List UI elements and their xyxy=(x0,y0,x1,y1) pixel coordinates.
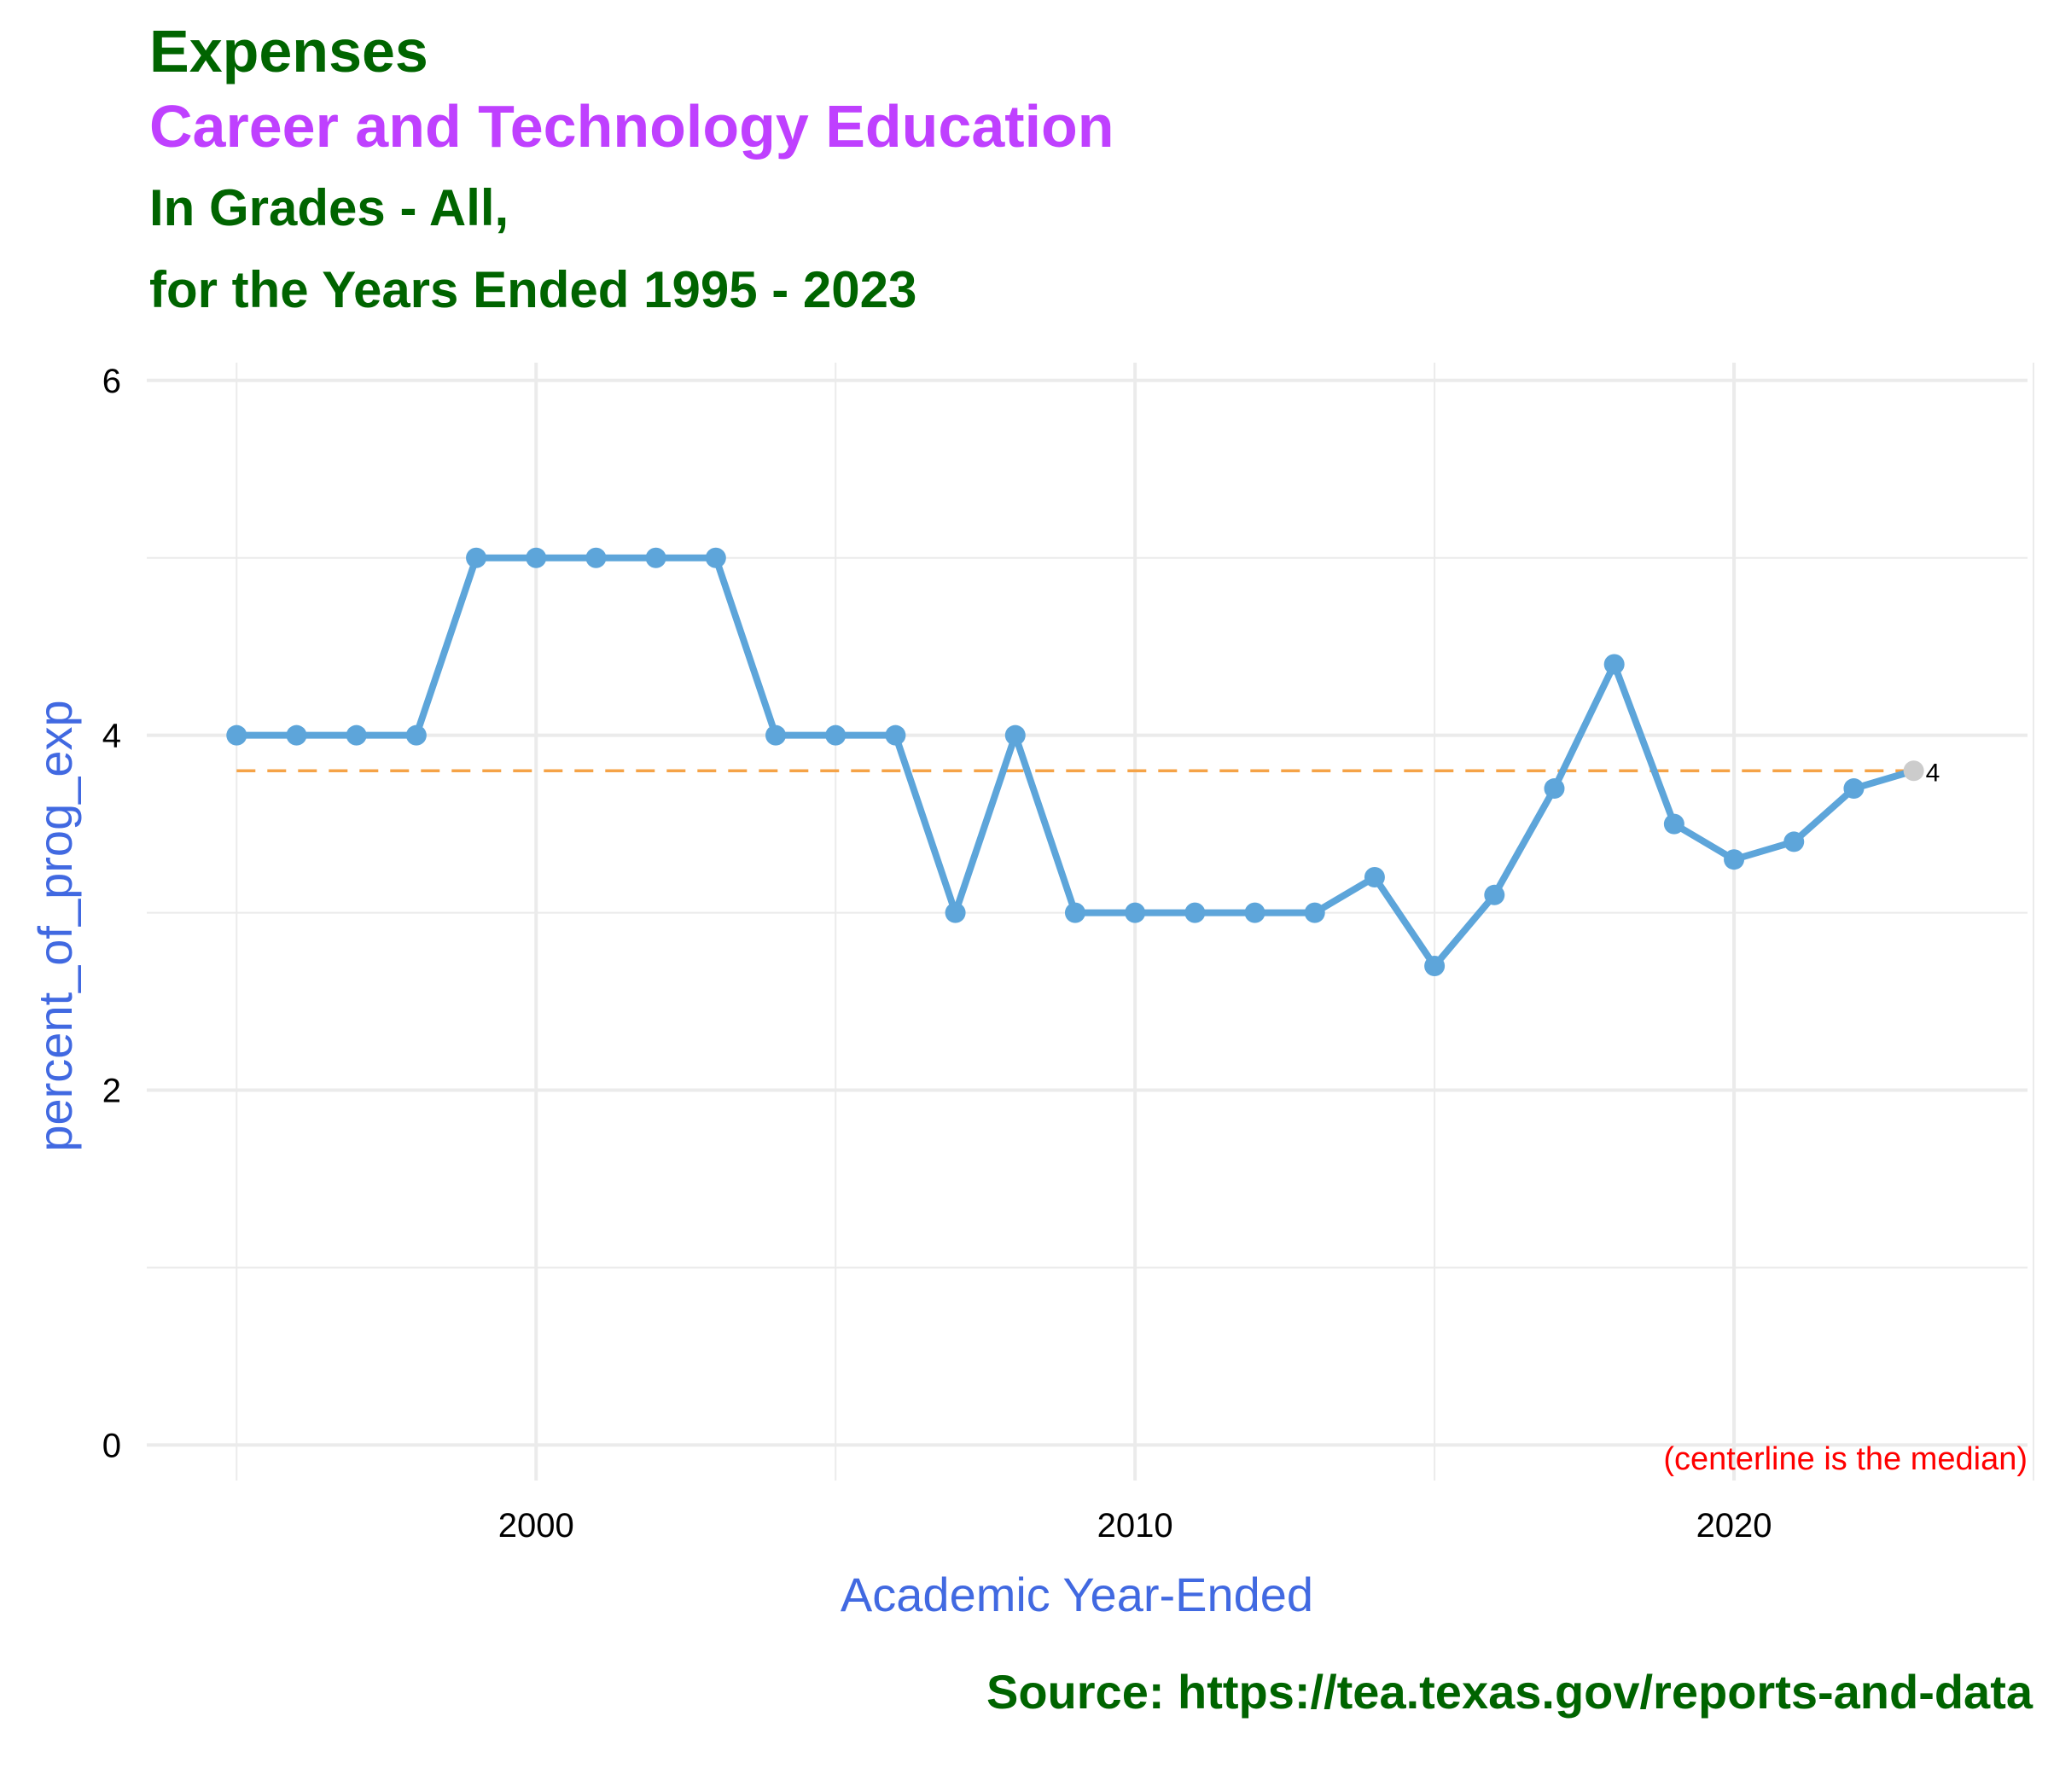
data-point xyxy=(1724,849,1745,870)
data-point xyxy=(1484,884,1505,905)
data-point xyxy=(1064,902,1085,923)
y-tick-label: 0 xyxy=(102,1427,121,1464)
data-point xyxy=(885,724,906,746)
data-point xyxy=(825,724,847,746)
data-point xyxy=(1244,902,1265,923)
labels-layer: 2000 2010 2020 0 2 4 6 4 xyxy=(102,363,1940,1545)
data-point xyxy=(1125,902,1146,923)
data-point xyxy=(286,724,307,746)
data-point xyxy=(1304,902,1325,923)
program-subtitle: Career and Technology Education xyxy=(149,93,1114,160)
median-note: (centerline is the median) xyxy=(1663,1441,2028,1477)
data-point xyxy=(226,724,247,746)
points-layer xyxy=(226,547,1924,976)
data-point xyxy=(1544,778,1565,800)
y-tick-label: 4 xyxy=(102,718,121,755)
data-point xyxy=(466,547,487,568)
data-point xyxy=(945,902,966,923)
data-point xyxy=(1424,955,1446,976)
minor-gridlines xyxy=(147,363,2035,1481)
data-point xyxy=(1663,813,1684,835)
x-tick-label: 2010 xyxy=(1097,1507,1173,1545)
data-point xyxy=(1184,902,1206,923)
grades-subtitle: In Grades - All, xyxy=(149,179,509,236)
y-tick-label: 2 xyxy=(102,1073,121,1110)
chart-title: Expenses xyxy=(149,18,428,84)
major-gridlines xyxy=(147,363,2028,1481)
x-tick-label: 2020 xyxy=(1696,1507,1772,1545)
data-point xyxy=(1364,867,1385,888)
data-point xyxy=(1843,778,1865,800)
last-point-label: 4 xyxy=(1926,759,1940,787)
years-subtitle: for the Years Ended 1995 - 2023 xyxy=(149,261,917,318)
data-point xyxy=(405,724,427,746)
title-block: Expenses Career and Technology Education… xyxy=(149,17,1114,331)
x-tick-label: 2000 xyxy=(498,1507,574,1545)
source-caption: Source: https://tea.texas.gov/reports-an… xyxy=(986,1665,2033,1719)
data-point xyxy=(705,547,726,568)
data-point xyxy=(765,724,787,746)
data-point xyxy=(585,547,607,568)
data-point xyxy=(1004,724,1026,746)
y-tick-label: 6 xyxy=(102,363,121,400)
data-point xyxy=(346,724,367,746)
data-point xyxy=(645,547,666,568)
x-axis-title: Academic Year-Ended xyxy=(841,1568,1313,1621)
data-point xyxy=(1783,831,1805,852)
data-point xyxy=(1603,654,1625,675)
data-point xyxy=(526,547,547,568)
last-data-point xyxy=(1903,760,1924,782)
y-axis-title: percent_of_prog_exp xyxy=(28,700,82,1151)
